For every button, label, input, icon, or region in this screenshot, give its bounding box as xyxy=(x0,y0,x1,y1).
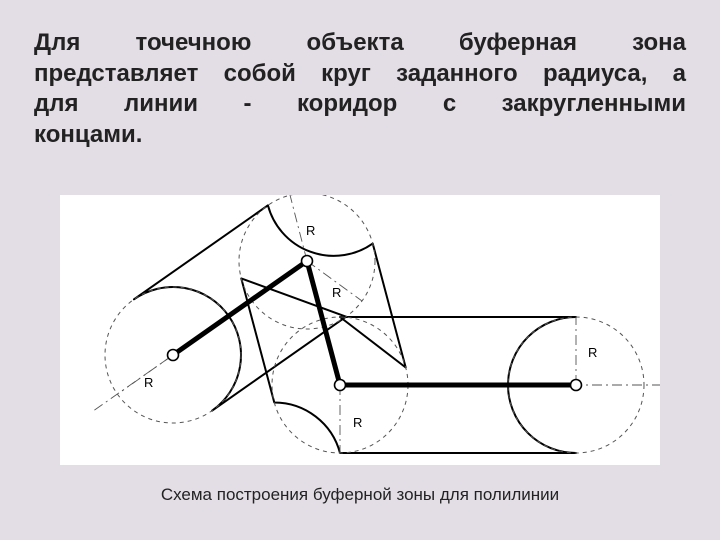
radius-label-3: R xyxy=(353,415,362,430)
radius-label-1: R xyxy=(306,223,315,238)
radius-label-2: R xyxy=(332,285,341,300)
heading-line-4: концами. xyxy=(34,120,686,151)
radius-label-4: R xyxy=(588,345,597,360)
vertex-marker-2 xyxy=(335,380,346,391)
heading-line-3: для линии - коридор с закругленными xyxy=(34,90,686,117)
vertex-marker-0 xyxy=(168,350,179,361)
heading-text: Для точечною объекта буферная зона предс… xyxy=(34,28,686,151)
diagram-container: R R R R R xyxy=(60,195,660,465)
caption-text: Схема построения буферной зоны для полил… xyxy=(161,485,559,504)
buffer-zone-diagram: R R R R R xyxy=(60,195,660,465)
diagram-caption: Схема построения буферной зоны для полил… xyxy=(0,485,720,505)
heading-line-1: Для точечною объекта буферная зона xyxy=(34,29,686,56)
radius-label-0: R xyxy=(144,375,153,390)
slide-page: Для точечною объекта буферная зона предс… xyxy=(0,0,720,540)
heading-line-2: представляет собой круг заданного радиус… xyxy=(34,60,686,87)
vertex-marker-1 xyxy=(302,256,313,267)
vertex-marker-3 xyxy=(571,380,582,391)
